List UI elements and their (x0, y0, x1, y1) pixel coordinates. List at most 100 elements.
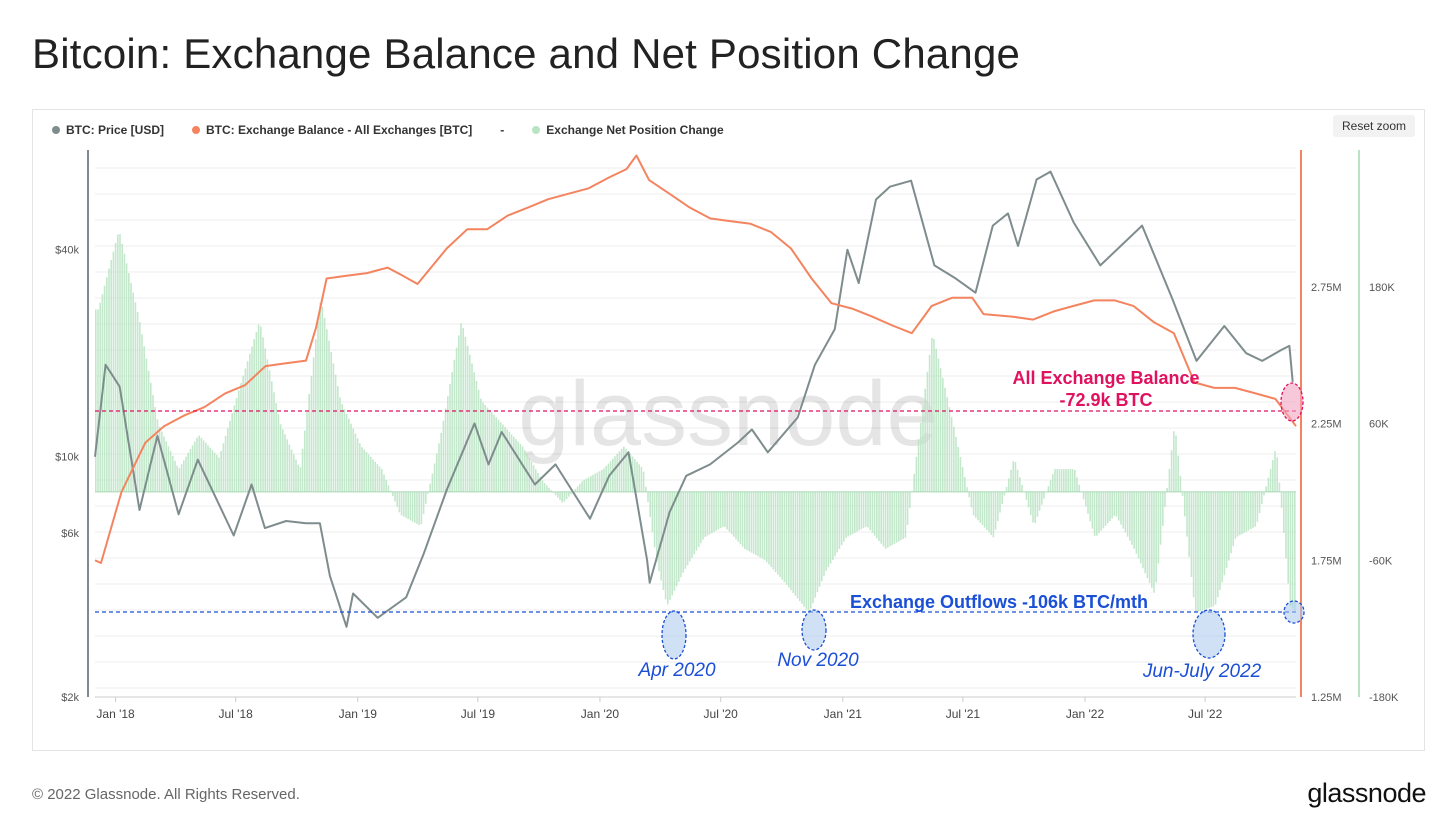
netflow-bar (1177, 455, 1179, 492)
netflow-bar (862, 491, 865, 528)
netflow-bar (1274, 451, 1276, 492)
legend-item-exchange-balance[interactable]: BTC: Exchange Balance - All Exchanges [B… (192, 123, 472, 137)
netflow-bar (904, 491, 907, 538)
netflow-bar (317, 320, 319, 492)
netflow-bar (913, 473, 915, 492)
price-tick-label: $10k (55, 452, 79, 464)
netflow-bar (825, 491, 827, 571)
netflow-bar (581, 481, 583, 492)
netflow-bar (1093, 491, 1096, 536)
netflow-bar (1159, 491, 1162, 545)
netflow-bar (299, 467, 302, 492)
netflow-bar (548, 487, 550, 492)
netflow-bar (671, 491, 673, 596)
netflow-bar (590, 476, 592, 492)
x-tick-label: Jul '20 (704, 707, 739, 721)
netflow-bar (213, 452, 216, 492)
netflow-bar (308, 394, 310, 492)
netflow-bar (1214, 491, 1217, 605)
netflow-bar (350, 423, 352, 492)
netflow-bar (1142, 491, 1144, 569)
netflow-bar (235, 398, 238, 492)
x-tick-label: Jul '19 (461, 707, 496, 721)
netflow-bar (1131, 491, 1133, 545)
netflow-bar (1025, 491, 1028, 500)
netflow-bar (1155, 491, 1157, 583)
netflow-bar (994, 491, 997, 530)
netflow-bar (1012, 461, 1014, 492)
netflow-bar (559, 491, 561, 501)
netflow-bar (937, 358, 940, 492)
netflow-bar (477, 389, 480, 492)
netflow-bar (609, 461, 612, 492)
netflow-bar (900, 491, 902, 541)
netflow-bar (840, 491, 843, 546)
legend-item-net-position[interactable]: Exchange Net Position Change (532, 123, 724, 137)
netflow-bar (1115, 491, 1118, 517)
netflow-bar (1276, 457, 1278, 492)
netflow-bar (112, 251, 115, 492)
netflow-bar (460, 323, 462, 492)
netflow-bar (1102, 491, 1105, 529)
netflow-bar (444, 408, 447, 492)
outflow-highlight-ellipse (1283, 600, 1305, 624)
netflow-bar (218, 457, 220, 492)
netflow-bar (636, 461, 638, 492)
netflow-bar (1140, 491, 1142, 564)
netflow-bar (1087, 491, 1089, 514)
netflow-bar (1014, 462, 1017, 492)
netflow-bar (480, 398, 482, 492)
legend-item-price[interactable]: BTC: Price [USD] (52, 123, 164, 137)
exchange-balance-line (94, 154, 1297, 564)
netflow-bar (174, 460, 176, 492)
netflow-bar (271, 381, 273, 492)
netflow-bar (616, 453, 618, 492)
netflow-bar (680, 491, 682, 578)
netflow-bar (770, 491, 772, 567)
netflow-bar (664, 491, 667, 600)
netflow-bars (95, 234, 1296, 613)
netflow-bar (818, 491, 821, 587)
netflow-bar (491, 412, 493, 492)
netflow-bar (792, 491, 794, 593)
netflow-bar (1151, 491, 1153, 588)
x-tick-label: Jan '22 (1066, 707, 1105, 721)
netflow-bar (856, 491, 858, 532)
reset-zoom-button[interactable]: Reset zoom (1333, 115, 1415, 137)
netflow-bar (640, 466, 643, 492)
netflow-bar (1021, 484, 1023, 492)
netflow-bar (574, 489, 577, 492)
netflow-bar (200, 437, 203, 492)
netflow-bar (737, 491, 739, 542)
netflow-bar (486, 407, 489, 492)
netflow-bar (999, 491, 1001, 513)
netflow-bar (99, 302, 101, 492)
netflow-bar (1261, 491, 1263, 505)
watermark: glassnode (518, 363, 937, 465)
netflow-bar (763, 491, 766, 560)
netflow-bar (1091, 491, 1094, 529)
netflow-bar (1239, 491, 1241, 536)
netflow-bar (530, 461, 533, 492)
netflow-bar (968, 491, 970, 498)
netflow-bar (1232, 491, 1234, 546)
netflow-bar (895, 491, 898, 543)
netflow-bar (935, 348, 937, 492)
netflow-bar (755, 491, 757, 555)
netflow-bar (453, 359, 456, 492)
netflow-bar (942, 377, 944, 492)
netflow-bar (986, 491, 988, 530)
netflow-bar (1047, 486, 1050, 492)
netflow-bar (950, 416, 953, 492)
netflow-bar (713, 491, 715, 532)
x-tick-label: Jan '21 (824, 707, 863, 721)
netflow-bar (1287, 491, 1289, 584)
netflow-bar (620, 448, 623, 492)
netflow-bar (1067, 469, 1069, 492)
netflow-bar (119, 234, 121, 492)
netflow-bar (293, 454, 295, 492)
netflow-bar (865, 491, 867, 527)
netflow-bar (1206, 491, 1208, 609)
netflow-bar (295, 459, 297, 492)
